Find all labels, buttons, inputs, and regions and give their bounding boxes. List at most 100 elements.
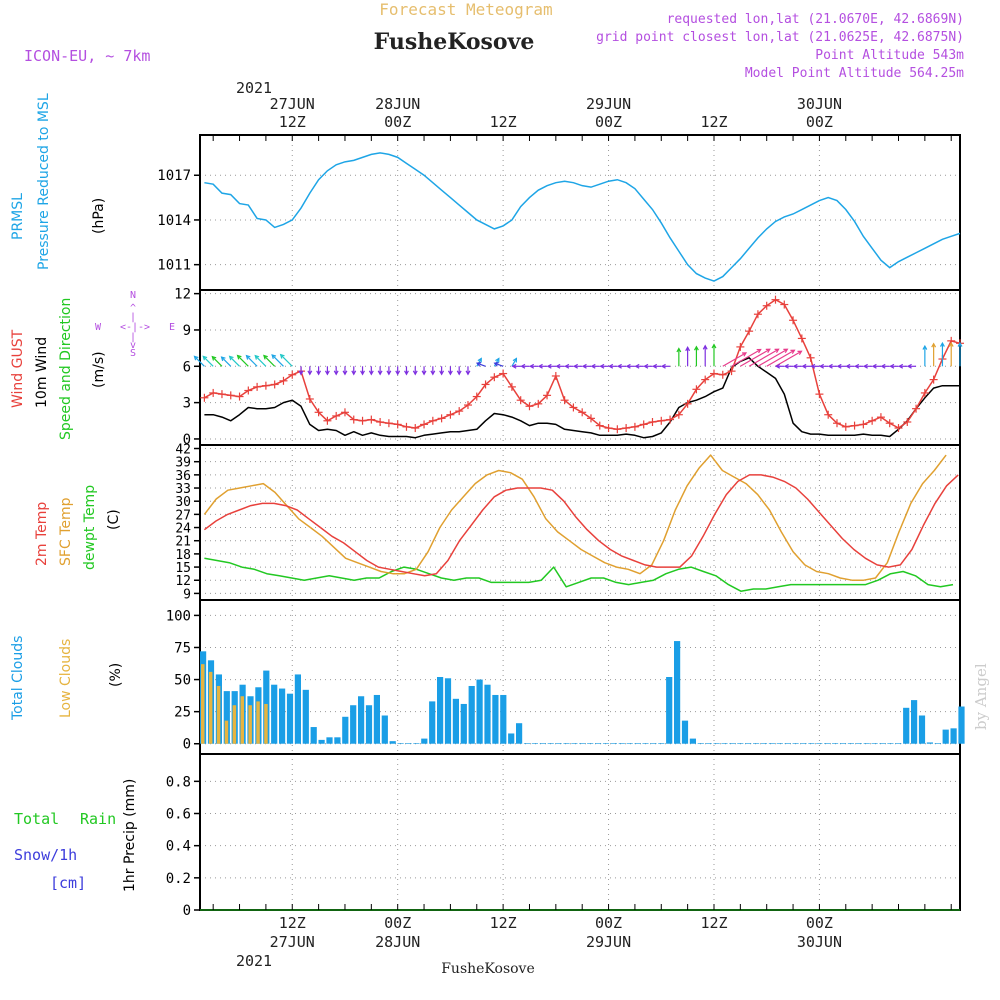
gust-marker [288, 370, 297, 379]
temp-2m-label: 2m Temp [34, 502, 50, 566]
pressure-label-msl: Pressure Reduced to MSL [36, 93, 52, 270]
pressure-line [204, 152, 961, 282]
total-cloud-bar [887, 743, 894, 744]
total-cloud-bar [879, 743, 886, 744]
wind-direction-arrow [412, 366, 418, 376]
gust-marker [305, 394, 314, 403]
y-tick-label: 100 [166, 608, 191, 624]
y-tick-label: 42 [175, 443, 191, 458]
gust-marker [727, 367, 736, 376]
gust-marker [516, 396, 525, 405]
total-cloud-bar [452, 698, 459, 744]
wind-direction-arrow [351, 366, 357, 376]
dewpoint-line [204, 557, 954, 592]
total-cloud-bar [681, 720, 689, 744]
total-cloud-bar [460, 703, 467, 744]
total-cloud-bar [618, 743, 625, 744]
wind-direction-arrow [775, 363, 785, 369]
pressure-label-prmsl: PRMSL [10, 193, 26, 240]
total-cloud-bar [958, 706, 965, 744]
total-cloud-bar [768, 743, 775, 744]
wind-direction-arrow [395, 366, 401, 376]
low-cloud-bar [208, 671, 213, 744]
wind-direction-arrow [854, 363, 864, 369]
precipitation-frame [199, 753, 961, 911]
wind-direction-arrow [643, 363, 653, 369]
total-cloud-bar [942, 729, 949, 744]
top-time-label: 29JUN [586, 95, 631, 113]
total-cloud-bar [531, 743, 538, 744]
total-cloud-bar [650, 743, 657, 744]
gust-marker [929, 375, 938, 384]
top-time-label: 12Z [700, 113, 727, 131]
gust-marker [894, 424, 903, 433]
wind-direction-arrow [537, 363, 548, 369]
total-cloud-bar [903, 707, 910, 744]
total-cloud-bar [547, 743, 554, 744]
total-cloud-bar [484, 684, 491, 744]
wind-direction-arrow [377, 366, 383, 376]
wind-direction-arrow [871, 363, 881, 369]
y-tick-label: 15 [175, 561, 191, 576]
wind-frame [199, 289, 961, 446]
pressure-unit: (hPa) [91, 198, 107, 234]
total-cloud-bar [365, 705, 373, 744]
gust-marker [217, 390, 226, 399]
gust-marker [718, 370, 727, 379]
wind-direction-arrow [845, 363, 855, 369]
total-cloud-bar [358, 696, 365, 744]
gust-marker [648, 417, 657, 426]
total-cloud-bar [824, 743, 831, 744]
bottom-time-label: 12Z [490, 914, 517, 932]
total-cloud-bar [223, 691, 230, 744]
location-title: FusheKosove [374, 29, 535, 55]
top-time-label: 00Z [595, 113, 622, 131]
bottom-time-label: 12Z [700, 914, 727, 932]
top-year: 2021 [236, 79, 272, 97]
gust-marker [428, 416, 437, 425]
gust-marker [885, 419, 894, 428]
compass-icon: N S W E <-|-> ^ | | v [95, 290, 175, 359]
wind-direction-arrow [957, 341, 963, 367]
gust-marker [569, 403, 578, 412]
closest-point: grid point closest lon,lat (21.0625E, 42… [596, 30, 964, 45]
sfc-temp-line [203, 454, 947, 581]
y-tick-label: 39 [175, 456, 191, 471]
wind-direction-arrow [404, 366, 409, 376]
wind-direction-arrow [702, 344, 708, 367]
watermark: by Angel [972, 663, 990, 730]
wind-panel: 0 3 6 9 12 [174, 287, 964, 448]
total-cloud-bar [492, 694, 499, 744]
gust-marker [463, 401, 472, 410]
wind-direction-arrow [862, 363, 873, 369]
y-tick-label: 21 [175, 535, 191, 550]
wind-direction-arrow [202, 355, 214, 367]
y-tick-label: 27 [175, 508, 191, 523]
total-cloud-bar [737, 743, 744, 744]
gust-marker [253, 382, 262, 391]
low-cloud-bar [232, 705, 237, 744]
wind-direction-arrow [475, 362, 486, 367]
total-cloud-bar [610, 743, 617, 744]
wind-direction-arrow [608, 363, 618, 369]
total-cloud-bar [642, 743, 649, 744]
wind-labels: Wind GUST 10m Wind Speed and Direction (… [10, 290, 175, 440]
gust-marker [613, 425, 622, 434]
wind-direction-arrow [386, 366, 392, 376]
precip-rain-label: Rain [80, 810, 116, 828]
y-tick-label: 0 [183, 737, 191, 753]
wind-direction-arrow [298, 366, 304, 376]
wind-direction-arrow [922, 344, 928, 367]
total-cloud-bar [342, 716, 349, 744]
wind-direction-arrow [493, 362, 504, 367]
total-cloud-bar [784, 743, 791, 744]
wind-direction-arrow [898, 363, 908, 369]
requested-point: requested lon,lat (21.0670E, 42.6869N) [667, 12, 964, 27]
y-tick-label: 0.2 [166, 871, 191, 887]
bottom-year: 2021 [236, 952, 272, 970]
wind-direction-arrow [801, 363, 811, 369]
gust-marker [912, 404, 921, 413]
bottom-time-label: 00Z [595, 914, 622, 932]
